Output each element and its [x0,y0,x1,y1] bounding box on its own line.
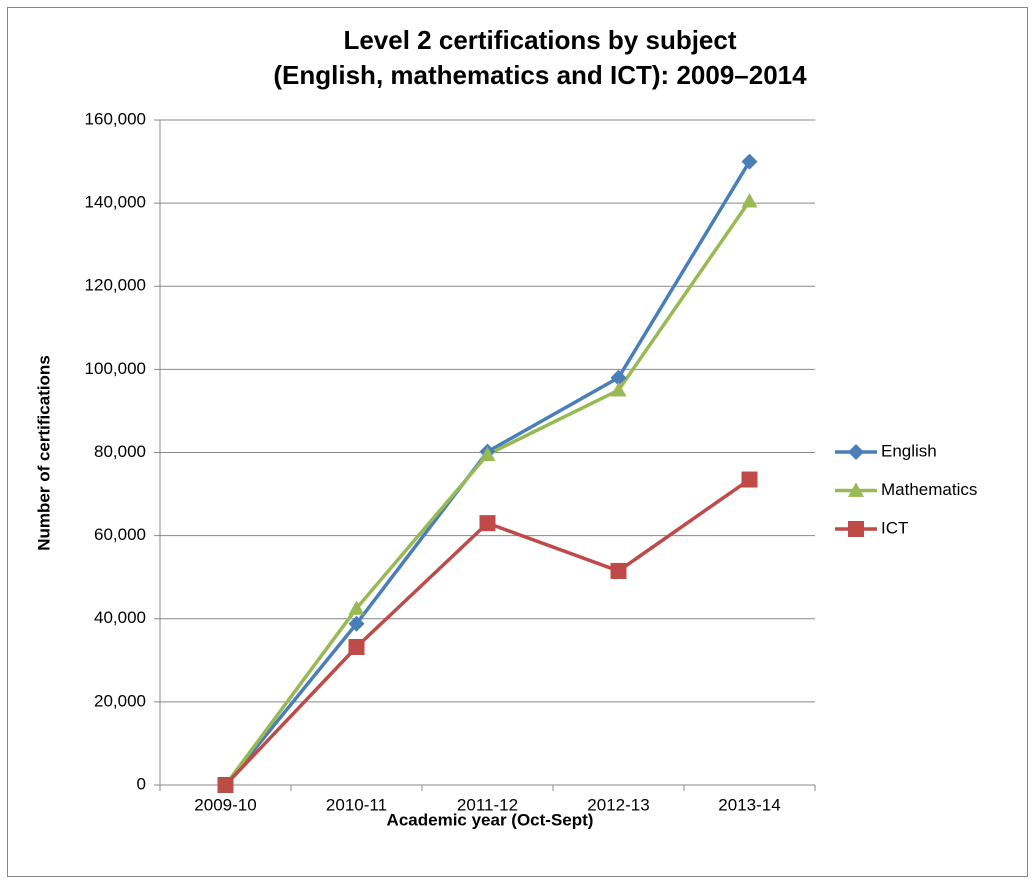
marker [741,153,758,170]
marker [348,600,365,615]
y-tick-label: 160,000 [85,109,146,128]
legend-label: Mathematics [881,480,977,499]
y-tick-label: 120,000 [85,276,146,295]
x-tick-label: 2011-12 [457,795,518,814]
y-tick-label: 80,000 [94,442,146,461]
legend-label: English [881,441,937,460]
legend-marker [848,482,864,497]
x-tick-label: 2009-10 [194,795,256,814]
marker [741,471,758,488]
legend-label: ICT [881,518,908,537]
marker [741,193,758,208]
x-tick-label: 2010-11 [326,795,387,814]
legend-marker [848,521,864,537]
x-axis-title: Academic year (Oct-Sept) [387,810,594,829]
marker [217,777,234,793]
y-tick-label: 0 [137,774,146,793]
marker [610,382,627,397]
y-tick-label: 60,000 [94,525,146,544]
y-tick-label: 100,000 [85,359,146,378]
marker [610,562,627,579]
chart-border [7,7,1028,877]
y-tick-label: 20,000 [94,691,146,710]
y-axis-title: Number of certifications [34,355,53,551]
marker [610,369,627,386]
chart-title: Level 2 certifications by subject [343,25,736,55]
y-tick-label: 140,000 [85,193,146,212]
x-tick-label: 2012-13 [587,795,649,814]
marker [348,615,365,632]
marker [479,446,496,461]
marker [479,515,496,532]
legend-marker [848,444,864,460]
marker [348,639,365,656]
y-tick-label: 40,000 [94,608,146,627]
x-tick-label: 2013-14 [718,795,780,814]
chart-title: (English, mathematics and ICT): 2009–201… [273,60,807,90]
